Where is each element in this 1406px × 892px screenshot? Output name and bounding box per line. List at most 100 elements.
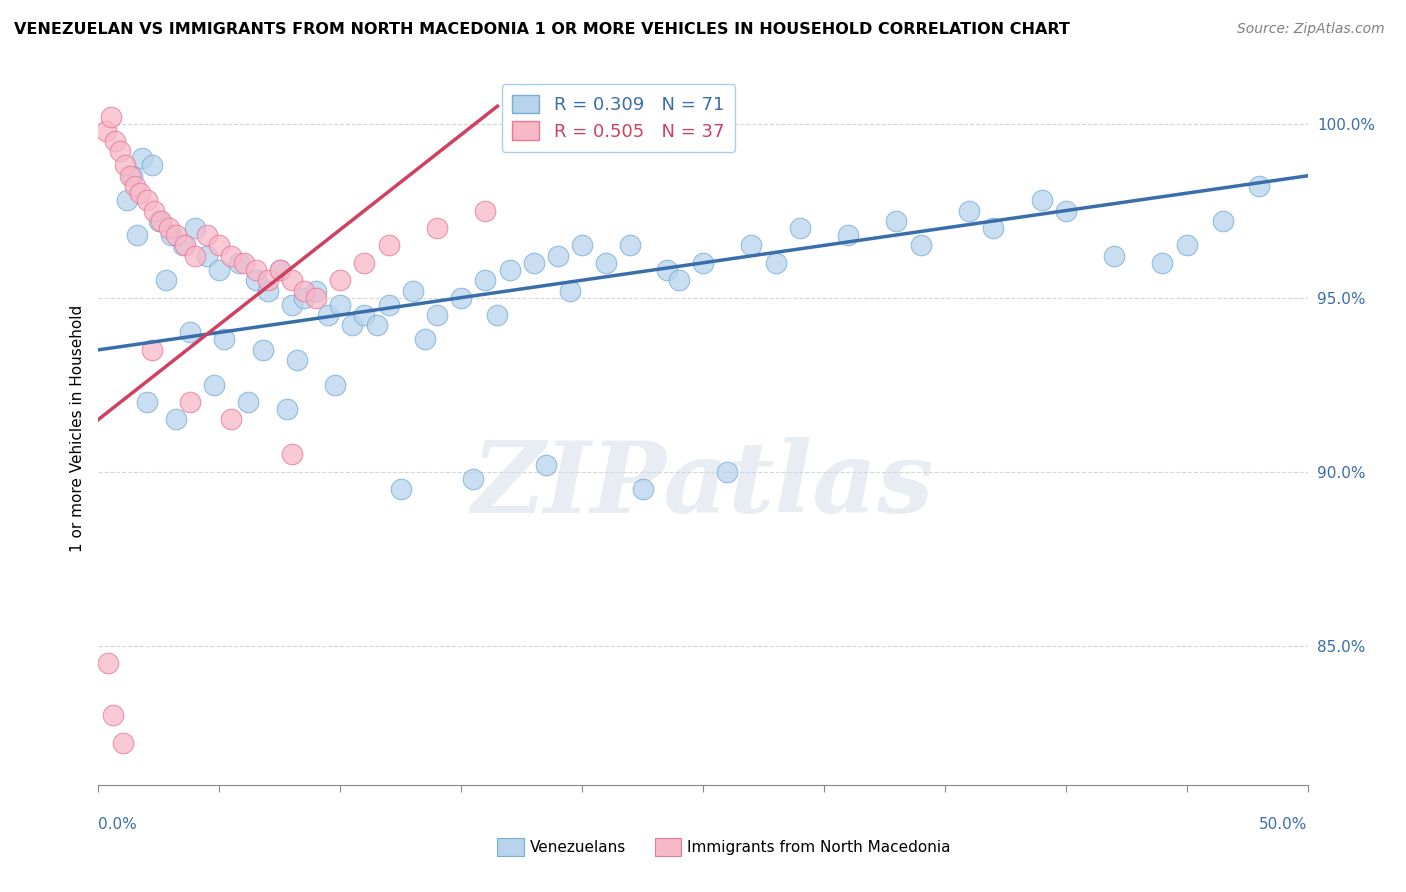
Point bbox=[389, 482, 412, 496]
Point bbox=[276, 402, 298, 417]
Point bbox=[305, 284, 328, 298]
Point bbox=[558, 284, 581, 298]
Point bbox=[228, 256, 250, 270]
Text: Source: ZipAtlas.com: Source: ZipAtlas.com bbox=[1237, 22, 1385, 37]
Point bbox=[269, 262, 291, 277]
Point bbox=[426, 221, 449, 235]
Point bbox=[426, 308, 449, 322]
Point bbox=[100, 110, 122, 124]
Point bbox=[212, 332, 235, 346]
Point bbox=[141, 158, 163, 172]
Point bbox=[1249, 179, 1271, 194]
Point bbox=[179, 326, 201, 340]
Point bbox=[117, 193, 139, 207]
Point bbox=[256, 273, 278, 287]
Point bbox=[316, 308, 339, 322]
Point bbox=[281, 447, 304, 461]
Point bbox=[195, 249, 218, 263]
Point bbox=[377, 238, 399, 252]
Text: 0.0%: 0.0% bbox=[98, 817, 138, 832]
Legend: R = 0.309   N = 71, R = 0.505   N = 37: R = 0.309 N = 71, R = 0.505 N = 37 bbox=[502, 84, 735, 152]
Point bbox=[1175, 238, 1198, 252]
Point bbox=[252, 343, 274, 357]
Point bbox=[232, 256, 254, 270]
Point bbox=[692, 256, 714, 270]
Point bbox=[269, 262, 291, 277]
Point bbox=[1054, 203, 1077, 218]
Point bbox=[789, 221, 811, 235]
Point bbox=[104, 134, 127, 148]
Point bbox=[94, 123, 117, 137]
Point bbox=[631, 482, 654, 496]
Point bbox=[523, 256, 546, 270]
Point bbox=[174, 238, 197, 252]
Point bbox=[571, 238, 593, 252]
Point bbox=[765, 256, 787, 270]
Point bbox=[208, 238, 231, 252]
Point bbox=[463, 472, 485, 486]
Point bbox=[238, 395, 260, 409]
Point bbox=[135, 395, 157, 409]
Point bbox=[837, 227, 859, 242]
Point bbox=[342, 318, 364, 333]
Point bbox=[157, 221, 180, 235]
Point bbox=[124, 179, 146, 194]
Point bbox=[619, 238, 641, 252]
Point bbox=[179, 395, 201, 409]
Point bbox=[165, 412, 187, 426]
Point bbox=[245, 273, 267, 287]
Point bbox=[910, 238, 932, 252]
Point bbox=[1152, 256, 1174, 270]
Point bbox=[377, 297, 399, 311]
Point bbox=[498, 262, 520, 277]
Point bbox=[1102, 249, 1125, 263]
Point bbox=[131, 152, 153, 166]
Text: Immigrants from North Macedonia: Immigrants from North Macedonia bbox=[688, 840, 950, 855]
Point bbox=[281, 273, 304, 287]
Point bbox=[204, 377, 226, 392]
Point bbox=[325, 377, 347, 392]
Point bbox=[450, 291, 472, 305]
Point bbox=[256, 284, 278, 298]
Point bbox=[143, 203, 166, 218]
Point bbox=[172, 238, 194, 252]
Text: 50.0%: 50.0% bbox=[1260, 817, 1308, 832]
Point bbox=[547, 249, 569, 263]
Point bbox=[655, 262, 678, 277]
Point bbox=[957, 203, 980, 218]
Point bbox=[128, 186, 150, 201]
Point bbox=[292, 284, 315, 298]
Point bbox=[245, 262, 267, 277]
Point bbox=[97, 656, 120, 670]
Point bbox=[160, 227, 183, 242]
Point bbox=[221, 249, 243, 263]
Text: VENEZUELAN VS IMMIGRANTS FROM NORTH MACEDONIA 1 OR MORE VEHICLES IN HOUSEHOLD CO: VENEZUELAN VS IMMIGRANTS FROM NORTH MACE… bbox=[14, 22, 1070, 37]
Point bbox=[165, 227, 187, 242]
Point bbox=[118, 169, 141, 183]
Point bbox=[353, 256, 375, 270]
Point bbox=[716, 465, 738, 479]
Point bbox=[474, 203, 496, 218]
Point bbox=[305, 291, 328, 305]
Point bbox=[184, 249, 207, 263]
Point bbox=[195, 227, 218, 242]
Point bbox=[1031, 193, 1053, 207]
Point bbox=[121, 169, 143, 183]
Point bbox=[886, 214, 908, 228]
Point bbox=[474, 273, 496, 287]
Point bbox=[141, 343, 163, 357]
Point bbox=[366, 318, 388, 333]
Point bbox=[285, 353, 308, 368]
Point bbox=[281, 297, 304, 311]
Point bbox=[1212, 214, 1234, 228]
Text: ZIPatlas: ZIPatlas bbox=[472, 437, 934, 533]
Point bbox=[155, 273, 177, 287]
Point bbox=[595, 256, 617, 270]
Y-axis label: 1 or more Vehicles in Household: 1 or more Vehicles in Household bbox=[69, 304, 84, 552]
Point bbox=[101, 708, 124, 723]
Point bbox=[981, 221, 1004, 235]
Point bbox=[208, 262, 231, 277]
Point bbox=[221, 412, 243, 426]
Point bbox=[292, 291, 315, 305]
Point bbox=[184, 221, 207, 235]
